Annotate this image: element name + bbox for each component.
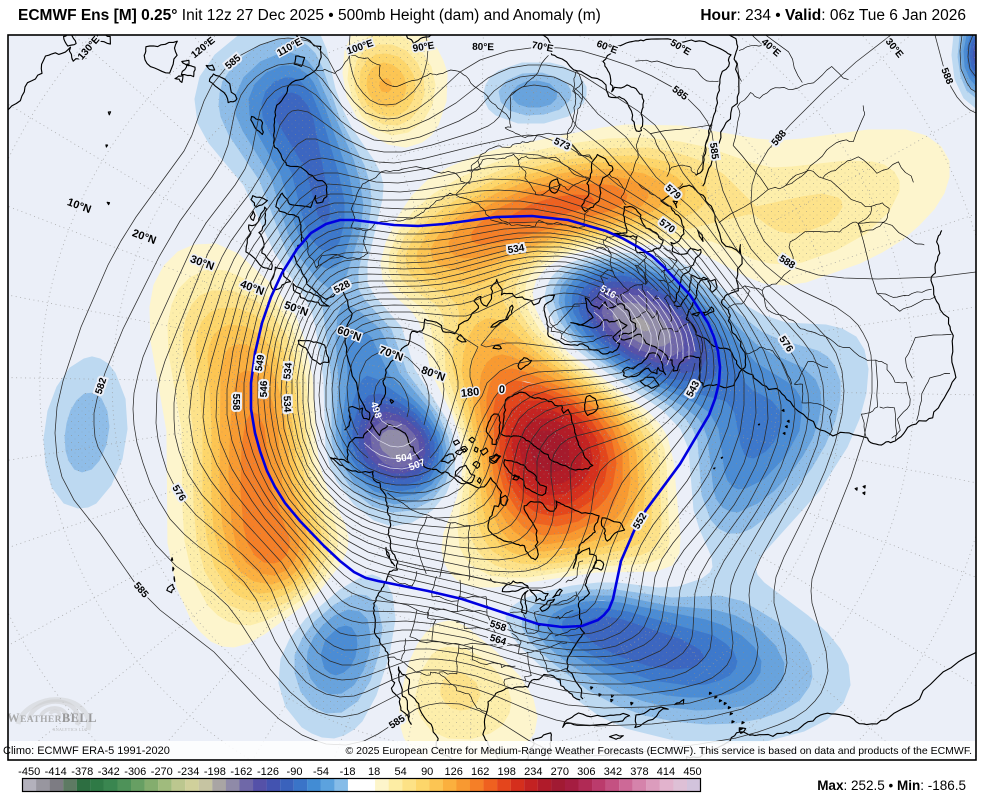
svg-text:-126: -126 [257, 766, 279, 778]
svg-text:© 2025 European Centre for Med: © 2025 European Centre for Medium-Range … [345, 745, 972, 757]
svg-text:90: 90 [421, 766, 433, 778]
svg-text:-18: -18 [340, 766, 356, 778]
svg-text:342: 342 [604, 766, 622, 778]
svg-text:-270: -270 [151, 766, 173, 778]
svg-text:534: 534 [507, 243, 526, 257]
svg-text:54: 54 [394, 766, 406, 778]
svg-text:18: 18 [368, 766, 380, 778]
svg-text:-306: -306 [124, 766, 146, 778]
svg-text:-90: -90 [287, 766, 303, 778]
svg-text:558: 558 [230, 394, 241, 411]
svg-text:Climo: ECMWF ERA-5 1991-2020: Climo: ECMWF ERA-5 1991-2020 [3, 745, 170, 757]
svg-text:414: 414 [657, 766, 675, 778]
svg-text:306: 306 [577, 766, 595, 778]
svg-text:504: 504 [395, 452, 413, 465]
svg-text:534: 534 [281, 395, 293, 413]
svg-text:WEATHERBELL: WEATHERBELL [7, 711, 97, 725]
svg-text:-198: -198 [204, 766, 226, 778]
svg-text:-54: -54 [313, 766, 329, 778]
svg-text:-414: -414 [45, 766, 67, 778]
svg-text:Max: 252.5 • Min: -186.5: Max: 252.5 • Min: -186.5 [817, 778, 966, 793]
svg-text:80°E: 80°E [472, 42, 494, 53]
svg-text:450: 450 [683, 766, 701, 778]
svg-text:546: 546 [259, 380, 270, 397]
svg-text:378: 378 [630, 766, 648, 778]
svg-text:549: 549 [254, 354, 267, 372]
svg-text:ANALYTICS LLC: ANALYTICS LLC [53, 727, 88, 732]
svg-text:180: 180 [460, 386, 480, 400]
svg-text:270: 270 [551, 766, 569, 778]
svg-text:-378: -378 [71, 766, 93, 778]
svg-text:90°E: 90°E [412, 40, 436, 54]
svg-text:498: 498 [368, 401, 384, 421]
svg-text:534: 534 [282, 362, 295, 380]
svg-text:-450: -450 [18, 766, 40, 778]
svg-text:234: 234 [524, 766, 542, 778]
svg-text:-342: -342 [98, 766, 120, 778]
svg-text:-162: -162 [230, 766, 252, 778]
svg-text:585: 585 [707, 142, 720, 160]
svg-text:126: 126 [445, 766, 463, 778]
svg-text:0: 0 [498, 384, 505, 396]
svg-text:-234: -234 [177, 766, 199, 778]
svg-text:162: 162 [471, 766, 489, 778]
svg-text:198: 198 [498, 766, 516, 778]
